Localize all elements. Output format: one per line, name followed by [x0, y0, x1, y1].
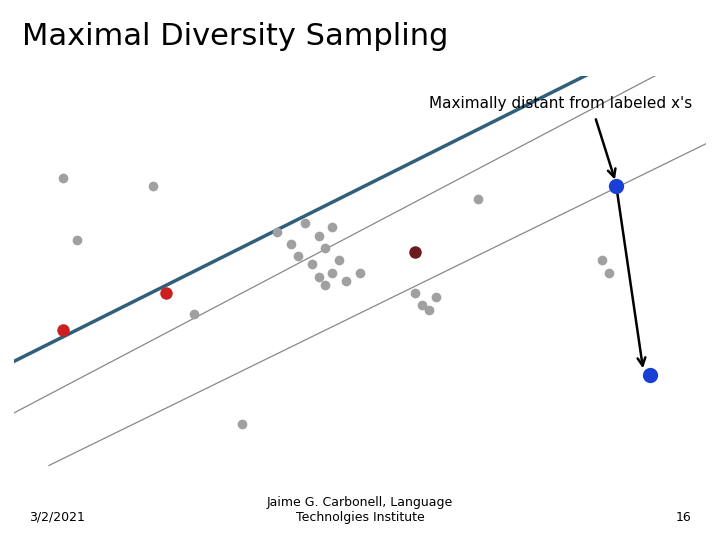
Text: 16: 16	[675, 511, 691, 524]
Text: Maximally distant from labeled x's: Maximally distant from labeled x's	[428, 96, 692, 111]
Text: Jaime G. Carbonell, Language
Technolgies Institute: Jaime G. Carbonell, Language Technolgies…	[267, 496, 453, 524]
Text: Maximal Diversity Sampling: Maximal Diversity Sampling	[22, 22, 448, 51]
Text: 3/2/2021: 3/2/2021	[29, 511, 85, 524]
